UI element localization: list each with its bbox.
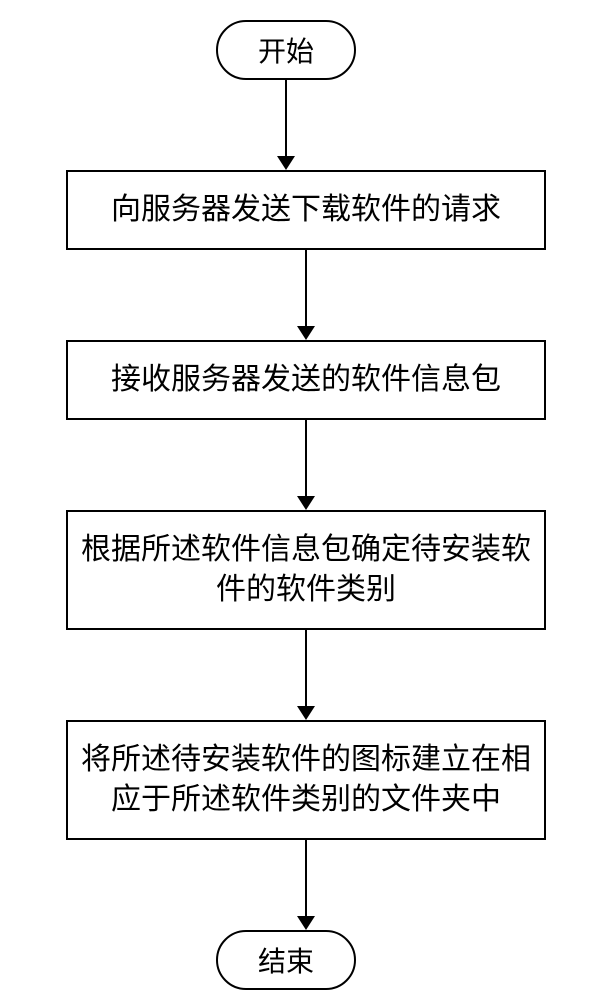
node-step4: 将所述待安装软件的图标建立在相 应于所述软件类别的文件夹中 bbox=[66, 720, 546, 840]
node-step4-label: 将所述待安装软件的图标建立在相 应于所述软件类别的文件夹中 bbox=[81, 740, 531, 821]
node-end-label: 结束 bbox=[258, 940, 314, 980]
edges-layer bbox=[0, 0, 611, 1000]
node-step3: 根据所述软件信息包确定待安装软 件的软件类别 bbox=[66, 510, 546, 630]
node-step1: 向服务器发送下载软件的请求 bbox=[66, 170, 546, 250]
node-step2-label: 接收服务器发送的软件信息包 bbox=[111, 360, 501, 401]
node-step3-label: 根据所述软件信息包确定待安装软 件的软件类别 bbox=[81, 530, 531, 611]
flowchart-canvas: 开始 向服务器发送下载软件的请求 接收服务器发送的软件信息包 根据所述软件信息包… bbox=[0, 0, 611, 1000]
node-start-label: 开始 bbox=[258, 30, 314, 70]
node-step2: 接收服务器发送的软件信息包 bbox=[66, 340, 546, 420]
node-start: 开始 bbox=[216, 20, 356, 80]
node-step1-label: 向服务器发送下载软件的请求 bbox=[111, 190, 501, 231]
node-end: 结束 bbox=[216, 930, 356, 990]
